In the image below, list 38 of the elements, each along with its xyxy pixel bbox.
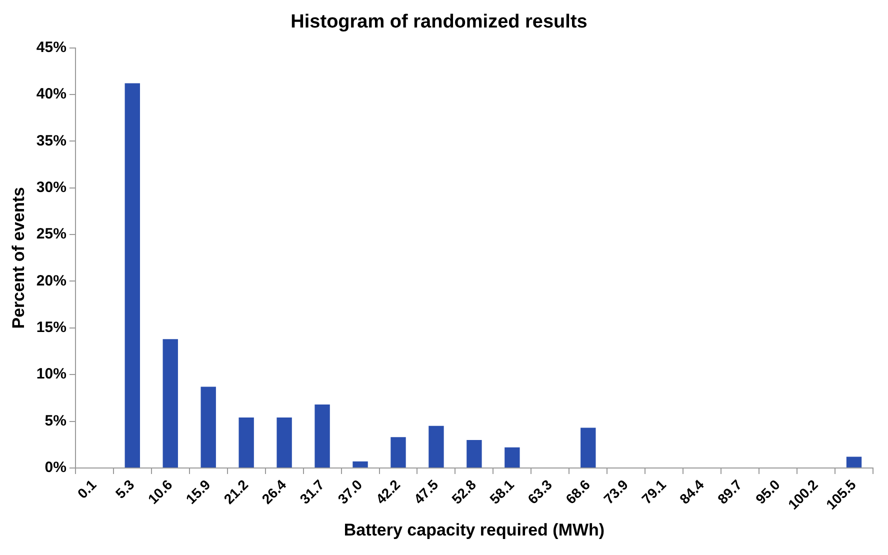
bar: [276, 418, 292, 468]
bar: [352, 461, 368, 468]
x-tick-label: 84.4: [676, 476, 708, 508]
bar: [846, 456, 862, 468]
x-tick-label: 0.1: [74, 476, 100, 502]
y-tick-label: 45%: [36, 38, 66, 56]
y-tick-label: 30%: [36, 178, 66, 196]
x-tick-label: 95.0: [752, 476, 784, 508]
y-axis-title: Percent of events: [8, 187, 28, 329]
y-tick-label: 25%: [36, 226, 66, 243]
x-tick-label: 42.2: [372, 476, 404, 508]
bar: [124, 83, 140, 468]
bar: [390, 437, 406, 468]
x-tick-label: 68.6: [562, 476, 594, 508]
x-tick-label: 79.1: [638, 476, 670, 508]
bar: [580, 428, 596, 468]
x-axis-title: Battery capacity required (MWh): [344, 520, 605, 540]
x-tick-label: 37.0: [334, 476, 366, 508]
x-tick-label: 52.8: [448, 476, 480, 508]
bar: [428, 426, 444, 468]
chart-title: Histogram of randomized results: [290, 12, 588, 33]
y-tick-label: 20%: [36, 272, 66, 290]
y-tick-label: 0%: [44, 459, 66, 476]
x-tick-label: 63.3: [524, 476, 556, 508]
x-tick-label: 58.1: [486, 476, 518, 508]
y-tick-label: 35%: [36, 132, 66, 150]
x-tick-label: 5.3: [112, 476, 138, 502]
bar: [200, 386, 216, 468]
bar: [162, 339, 178, 468]
bar: [504, 447, 520, 468]
y-tick-label: 10%: [36, 366, 66, 383]
bar: [466, 440, 482, 468]
x-tick-label: 73.9: [600, 476, 632, 508]
bar: [314, 404, 330, 468]
y-tick-label: 5%: [44, 412, 66, 430]
y-tick-label: 15%: [36, 319, 66, 336]
y-tick-label: 40%: [36, 86, 66, 103]
bar: [238, 418, 254, 468]
